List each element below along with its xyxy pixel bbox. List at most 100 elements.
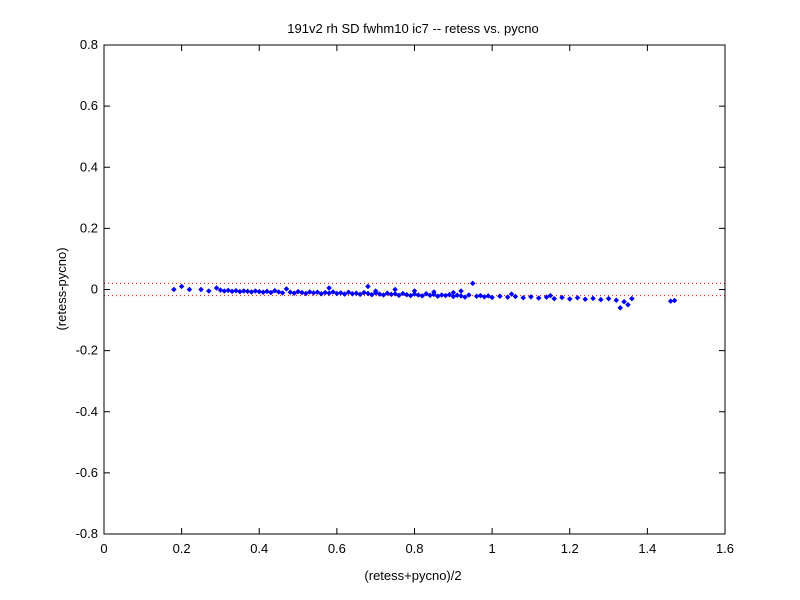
data-point: [361, 289, 367, 296]
data-point: [489, 294, 495, 301]
x-tick-label: 0: [100, 541, 107, 556]
data-point: [240, 288, 247, 294]
data-point: [252, 288, 259, 294]
y-tick-label: -0.8: [76, 526, 98, 541]
y-tick-label: 0: [91, 282, 98, 297]
x-tick-label: 1.2: [561, 541, 579, 556]
data-point: [520, 294, 527, 301]
data-point: [368, 291, 375, 298]
y-axis-label: (retess-pycno): [54, 247, 69, 330]
x-tick-label: 0.8: [405, 541, 423, 556]
data-point: [450, 289, 457, 296]
data-point: [299, 289, 305, 296]
data-point: [244, 288, 251, 295]
data-point: [380, 292, 387, 298]
y-tick-label: 0.8: [80, 37, 98, 52]
data-point: [597, 296, 604, 303]
data-point: [621, 298, 627, 305]
data-point: [512, 293, 519, 300]
y-tick-label: 0.6: [80, 98, 98, 113]
data-point: [469, 280, 476, 287]
data-point: [454, 292, 461, 299]
data-point: [275, 289, 282, 295]
data-point: [628, 295, 635, 302]
data-point: [287, 289, 294, 296]
data-point: [225, 287, 232, 294]
data-point: [574, 294, 581, 301]
data-point: [345, 289, 352, 296]
data-point: [178, 283, 185, 290]
data-point: [295, 288, 301, 295]
x-tick-label: 0.4: [250, 541, 268, 556]
data-point: [291, 290, 298, 297]
data-point: [462, 294, 468, 300]
x-axis-label: (retess+pycno)/2: [364, 568, 461, 583]
data-point: [535, 295, 542, 301]
data-point: [256, 288, 263, 295]
data-point: [423, 290, 429, 297]
data-point: [171, 286, 177, 293]
y-tick-label: -0.6: [76, 465, 98, 480]
data-point: [217, 287, 224, 293]
data-point: [213, 285, 220, 291]
x-tick-label: 1: [489, 541, 496, 556]
data-point: [341, 291, 348, 297]
y-tick-label: 0.4: [80, 159, 98, 174]
data-point: [465, 292, 472, 298]
data-point: [547, 292, 554, 299]
data-point: [306, 289, 313, 295]
data-point: [186, 286, 193, 293]
x-tick-label: 0.2: [173, 541, 191, 556]
x-tick-label: 0.6: [328, 541, 346, 556]
data-point: [504, 294, 511, 300]
plot-area: 0 0.2 0.4 0.6 0.8 1 1.2 1.4 1.6 -0.8 -0.6 -0.4 -0.2 0…: [76, 37, 734, 556]
y-tick-label: -0.4: [76, 404, 98, 419]
data-point: [302, 290, 309, 297]
data-point: [566, 296, 573, 302]
data-point: [497, 293, 503, 300]
y-tick-label: -0.2: [76, 343, 98, 358]
data-point: [407, 292, 414, 299]
data-point: [268, 289, 274, 296]
y-tick-label: 0.2: [80, 220, 98, 235]
data-point: [326, 285, 332, 291]
data-point: [508, 291, 515, 297]
data-point: [528, 293, 534, 300]
data-point: [322, 289, 329, 296]
data-point: [198, 286, 204, 293]
data-point: [403, 291, 410, 298]
data-point: [376, 291, 383, 297]
data-point: [590, 295, 596, 302]
data-point: [283, 286, 290, 292]
data-point: [438, 292, 445, 298]
data-point: [559, 294, 565, 301]
data-point: [617, 304, 624, 311]
data-point: [205, 288, 212, 294]
data-point: [625, 301, 631, 308]
data-point: [330, 289, 336, 295]
data-point: [485, 293, 492, 299]
data-point: [392, 290, 398, 297]
data-point: [543, 294, 550, 300]
data-point: [419, 293, 426, 299]
data-point: [396, 292, 402, 299]
data-point: [671, 297, 678, 304]
data-point: [458, 288, 464, 294]
x-tick-label: 1.6: [716, 541, 734, 556]
data-point: [314, 289, 321, 296]
data-point: [446, 291, 453, 298]
data-point: [279, 290, 286, 296]
data-point: [365, 283, 371, 290]
data-point: [582, 296, 589, 303]
data-point: [233, 287, 239, 294]
data-point: [605, 295, 612, 302]
data-point: [431, 289, 437, 295]
data-point: [357, 291, 364, 298]
data-point: [411, 288, 418, 294]
data-point: [415, 292, 422, 298]
data-point: [372, 288, 379, 294]
data-point: [551, 295, 558, 302]
chart-title: 191v2 rh SD fwhm10 ic7 -- retess vs. pyc…: [287, 21, 538, 36]
